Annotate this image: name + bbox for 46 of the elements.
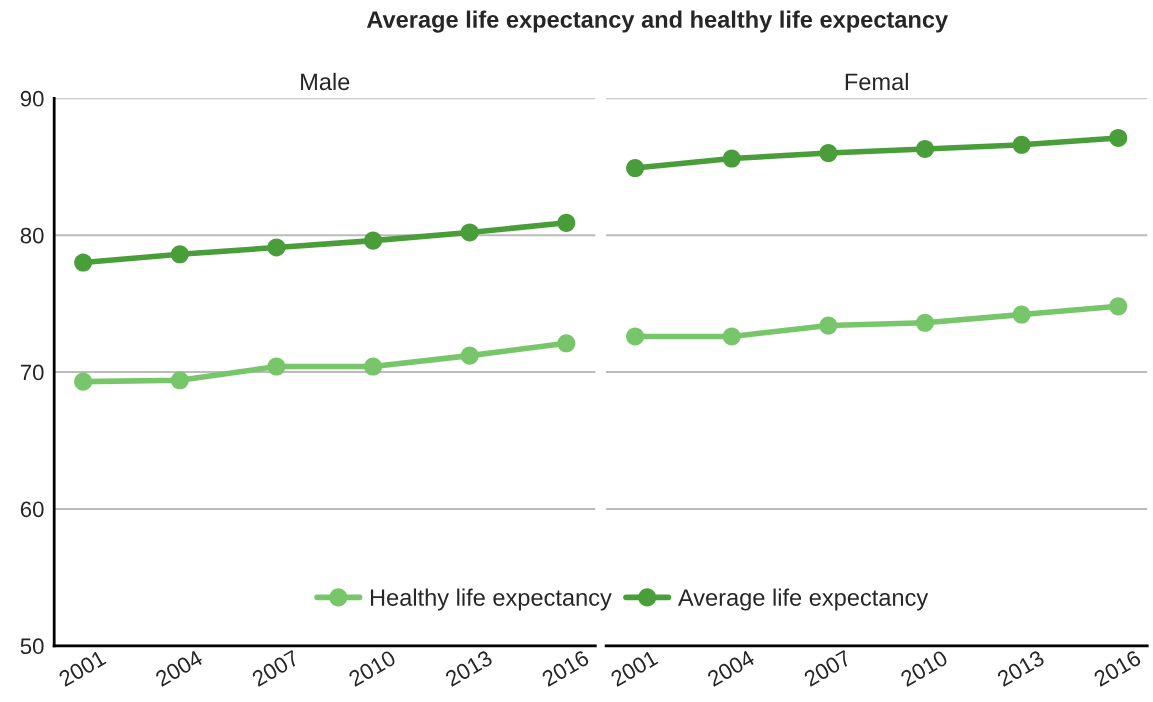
point [74, 253, 93, 272]
point [626, 327, 645, 346]
point [74, 372, 93, 391]
text: Average life expectancy and healthy life expectancy [366, 10, 948, 33]
x-tick-label: 2010 [347, 649, 397, 687]
point [1109, 297, 1128, 316]
x-tick-label: 2007 [803, 649, 852, 687]
point [364, 231, 383, 250]
point [460, 223, 479, 242]
point [460, 346, 479, 365]
y-tick-label: 80 [20, 227, 44, 244]
x-tick-label: 2013 [444, 649, 494, 687]
x-tick-label: 2013 [996, 649, 1046, 687]
legend-label: Healthy life expectancy [370, 588, 612, 611]
point [170, 371, 189, 390]
point [364, 357, 383, 376]
point [170, 245, 189, 264]
chart-subtitle: Femal [845, 72, 908, 91]
point [1012, 305, 1031, 324]
point [267, 238, 286, 257]
point [557, 334, 576, 353]
point [626, 159, 645, 178]
chart-subtitle: Male [301, 72, 350, 91]
point [915, 313, 935, 332]
x-tick-label: 2007 [251, 649, 300, 687]
y-tick-label: 60 [20, 501, 44, 518]
x-tick-label: 2001 [609, 649, 659, 687]
point [557, 213, 576, 232]
point [267, 357, 286, 376]
point [1109, 128, 1128, 148]
point [722, 327, 741, 346]
y-tick-label: 50 [20, 638, 44, 655]
legend-label: Average life expectancy [677, 588, 929, 611]
point [915, 139, 935, 158]
point [1012, 135, 1031, 154]
point [722, 149, 741, 168]
point [819, 316, 838, 335]
x-tick-label: 2004 [154, 649, 204, 687]
y-tick-label: 90 [20, 90, 44, 107]
x-tick-label: 2016 [1092, 649, 1142, 687]
y-tick-label: 70 [20, 364, 44, 381]
x-tick-label: 2010 [899, 649, 949, 687]
x-tick-label: 2001 [57, 649, 107, 687]
x-tick-label: 2016 [540, 649, 590, 687]
x-tick-label: 2004 [706, 649, 756, 687]
point [819, 144, 838, 163]
